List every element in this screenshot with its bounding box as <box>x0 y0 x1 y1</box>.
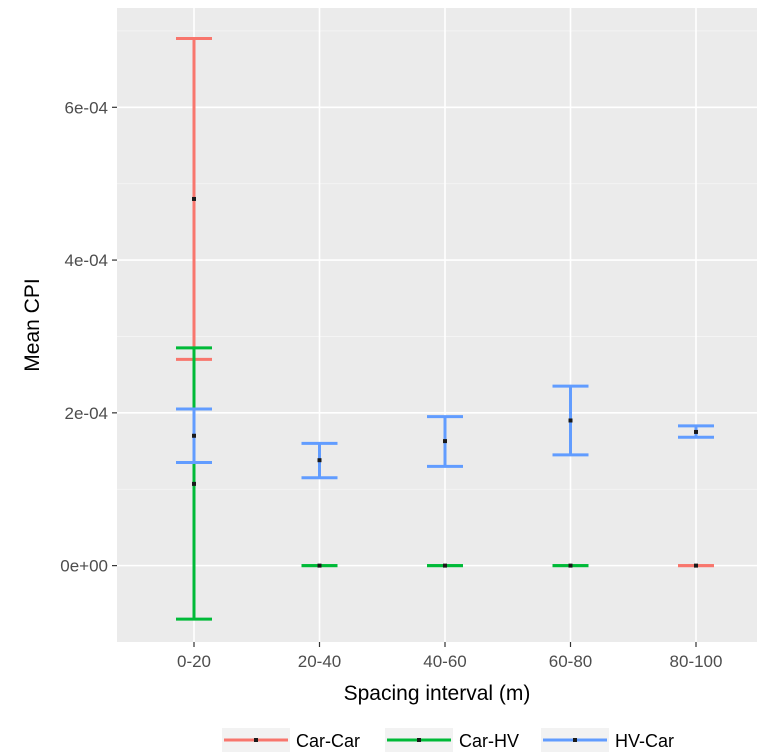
mean-point <box>192 433 196 438</box>
legend-label: HV-Car <box>615 731 674 751</box>
x-tick-label: 80-100 <box>670 652 723 671</box>
x-tick-label: 20-40 <box>298 652 341 671</box>
mean-point <box>694 429 698 434</box>
mean-point <box>317 458 322 463</box>
mean-point <box>443 563 447 568</box>
mean-point <box>443 439 447 444</box>
y-tick-label: 6e-04 <box>65 98 108 117</box>
x-tick-label: 60-80 <box>549 652 592 671</box>
legend-key-point <box>417 738 421 742</box>
legend-label: Car-HV <box>459 731 519 751</box>
legend-item-car-hv: Car-HV <box>385 728 519 752</box>
x-tick-label: 40-60 <box>423 652 466 671</box>
y-axis-title: Mean CPI <box>21 278 44 371</box>
mean-point <box>192 481 196 486</box>
data-series <box>176 37 714 621</box>
plot-panel-background <box>117 8 757 642</box>
legend-key-point <box>254 738 258 742</box>
x-axis-title: Spacing interval (m) <box>344 682 531 705</box>
series-car-hv <box>176 346 589 621</box>
legend-label: Car-Car <box>296 731 360 751</box>
mean-point <box>568 563 573 568</box>
legend: Car-Car Car-HV HV-Car <box>222 728 674 752</box>
legend-key-point <box>573 738 577 742</box>
axes: 0e+00 2e-04 4e-04 6e-04 0-20 20-40 40-60 60-80 8… <box>60 98 722 671</box>
series-hv-car <box>176 384 714 480</box>
mean-point <box>568 418 573 423</box>
x-tick-label: 0-20 <box>177 652 211 671</box>
y-tick-label: 0e+00 <box>60 557 108 576</box>
mean-point <box>694 563 698 568</box>
mean-point <box>317 563 322 568</box>
mean-point <box>192 196 196 201</box>
legend-item-hv-car: HV-Car <box>541 728 674 752</box>
legend-item-car-car: Car-Car <box>222 728 360 752</box>
y-tick-label: 2e-04 <box>65 404 108 423</box>
y-tick-label: 4e-04 <box>65 251 108 270</box>
